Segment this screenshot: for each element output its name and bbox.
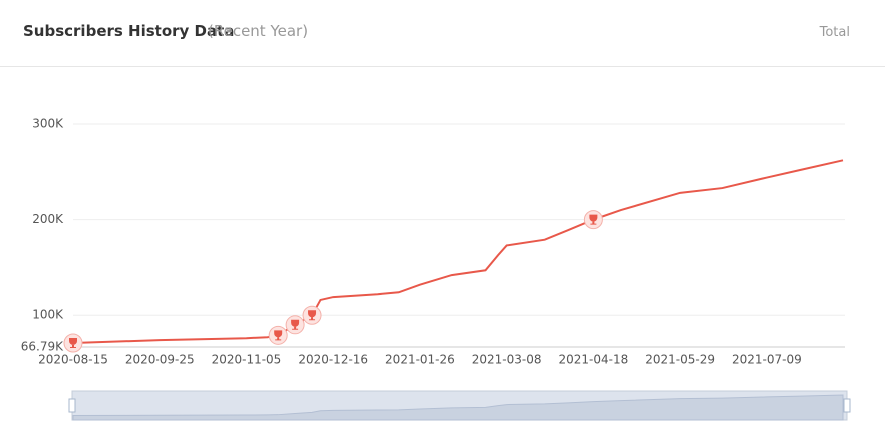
x-tick-label: 2020-11-05	[212, 353, 282, 367]
x-tick-label: 2020-12-16	[298, 353, 368, 367]
title: Subscribers History Data	[23, 22, 235, 40]
milestone-marker	[285, 315, 305, 335]
y-tick-label: 200K	[32, 212, 64, 226]
y-tick-label: 66.79K	[21, 340, 64, 354]
trophy-icon	[589, 214, 598, 225]
zoom-handle[interactable]	[68, 398, 76, 413]
trophy-icon	[291, 319, 300, 330]
x-tick-label: 2021-03-08	[472, 353, 542, 367]
zoom-handle[interactable]	[843, 398, 851, 413]
trophy-icon	[274, 330, 283, 341]
x-tick-label: 2020-09-25	[125, 353, 195, 367]
milestone-marker	[302, 305, 322, 325]
x-tick-label: 2021-01-26	[385, 353, 455, 367]
overview-area	[72, 394, 844, 421]
y-tick-label: 100K	[32, 308, 64, 322]
milestone-marker	[583, 210, 603, 230]
header: Subscribers History Data (Recent Year) T…	[0, 0, 885, 67]
trophy-icon	[69, 337, 77, 348]
x-tick-label: 2021-04-18	[559, 353, 629, 367]
subtitle: (Recent Year)	[208, 22, 309, 40]
total-tab[interactable]: Total	[819, 25, 850, 40]
x-tick-label: 2021-05-29	[645, 353, 715, 367]
x-tick-label: 2020-08-15	[38, 353, 108, 367]
milestone-marker	[268, 325, 288, 345]
x-tick-label: 2021-07-09	[732, 353, 802, 367]
trophy-icon	[308, 310, 317, 321]
milestone-marker	[63, 333, 83, 353]
chart: 66.79K 100K 200K 300K 2020-08-15 2020-09-25 20…	[21, 117, 851, 421]
y-tick-label: 300K	[32, 117, 64, 131]
